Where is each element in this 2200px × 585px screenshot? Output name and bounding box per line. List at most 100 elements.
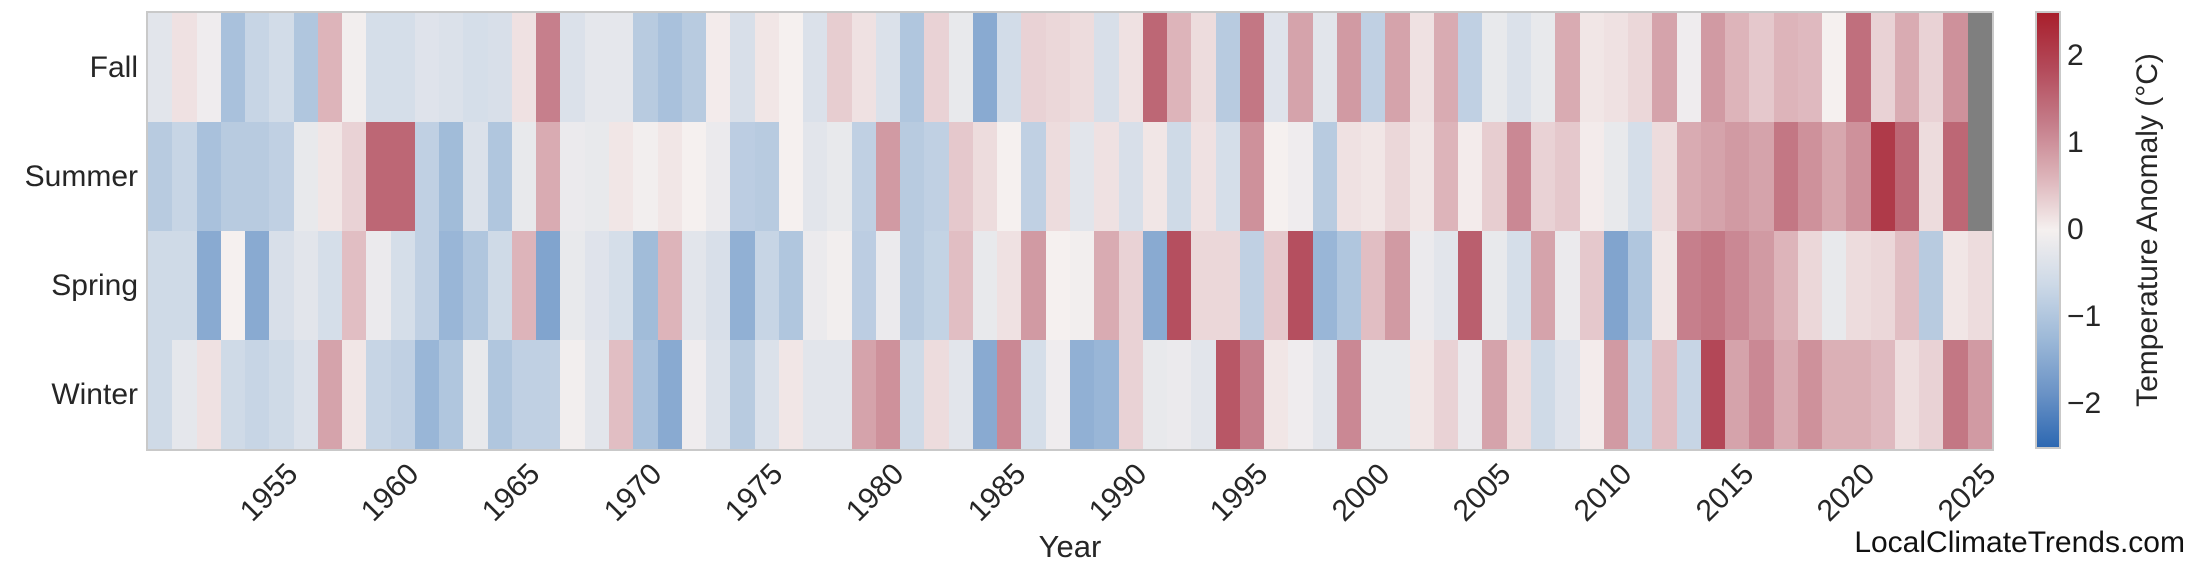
heatmap-cell (196, 340, 221, 449)
heatmap-cell (754, 231, 779, 340)
heatmap-cell (1555, 340, 1580, 449)
heatmap-cell (997, 13, 1022, 122)
heatmap-cell (609, 13, 634, 122)
heatmap-cell (366, 13, 391, 122)
heatmap-cell (1264, 122, 1289, 231)
heatmap-cell (657, 13, 682, 122)
heatmap-cell (1361, 122, 1386, 231)
heatmap-cell (342, 122, 367, 231)
x-tick-label-2000: 2000 (1325, 457, 1396, 528)
heatmap-cell (1676, 231, 1701, 340)
heatmap-cell (1361, 340, 1386, 449)
heatmap-cell (706, 13, 731, 122)
heatmap-cell (293, 122, 318, 231)
heatmap-cell (1822, 13, 1847, 122)
heatmap-cell (560, 340, 585, 449)
x-tick-label-2010: 2010 (1568, 457, 1639, 528)
heatmap-cell (875, 231, 901, 340)
heatmap-cell (778, 13, 804, 122)
x-tick-label-2005: 2005 (1446, 457, 1518, 528)
heatmap-cell (1967, 122, 1992, 231)
heatmap-cell (803, 231, 828, 340)
heatmap-cell (730, 231, 755, 340)
heatmap-cell (875, 13, 901, 122)
heatmap-cell (1943, 122, 1968, 231)
heatmap-cell (1288, 13, 1313, 122)
heatmap-cell (1409, 122, 1434, 231)
heatmap-cell (1142, 122, 1168, 231)
x-tick-label-1970: 1970 (597, 457, 669, 528)
heatmap-cell (148, 231, 173, 340)
heatmap-cell (875, 340, 901, 449)
heatmap-cell (803, 13, 828, 122)
heatmap-cell (463, 13, 488, 122)
heatmap-cell (1773, 122, 1798, 231)
heatmap-cell (1118, 122, 1143, 231)
heatmap-cell (1700, 340, 1726, 449)
colorbar-gradient (2035, 11, 2061, 449)
heatmap-cell (1167, 340, 1192, 449)
heatmap-cell (1894, 13, 1920, 122)
heatmap-cell (584, 231, 609, 340)
heatmap-cell (1603, 340, 1629, 449)
heatmap-cell (1919, 13, 1944, 122)
heatmap-cell (827, 13, 852, 122)
heatmap-cell (1094, 13, 1119, 122)
heatmap-cell (1652, 340, 1677, 449)
heatmap-cell (1846, 13, 1871, 122)
heatmap-cell (1385, 231, 1410, 340)
x-tick-label-1960: 1960 (354, 457, 426, 528)
heatmap-cell (1531, 13, 1556, 122)
heatmap-cell (1579, 13, 1604, 122)
heatmap-cell (997, 231, 1022, 340)
heatmap-cell (1579, 122, 1604, 231)
heatmap-cell (1094, 340, 1119, 449)
heatmap-cell (803, 122, 828, 231)
heatmap-cell (778, 122, 804, 231)
heatmap-cell (1458, 231, 1483, 340)
heatmap-cell (1482, 122, 1507, 231)
heatmap-cell (317, 340, 343, 449)
colorbar-tick-label--2: −2 (2067, 386, 2102, 420)
heatmap-cell (1725, 231, 1750, 340)
heatmap-cell (1919, 340, 1944, 449)
heatmap-cell (1336, 340, 1362, 449)
x-tick-label-1975: 1975 (718, 457, 790, 528)
heatmap-cell (681, 340, 707, 449)
heatmap-cell (633, 231, 658, 340)
heatmap-cell (1894, 340, 1920, 449)
heatmap-cell (463, 231, 488, 340)
heatmap-cell (1700, 13, 1726, 122)
heatmap-cell (1773, 231, 1798, 340)
heatmap-cell (1409, 13, 1434, 122)
x-tick-label-2015: 2015 (1689, 457, 1760, 528)
heatmap-cell (172, 340, 197, 449)
heatmap-cell (1215, 122, 1240, 231)
heatmap-cell (1070, 122, 1095, 231)
heatmap-cell (730, 122, 755, 231)
heatmap-cell (317, 231, 343, 340)
heatmap-cell (366, 231, 391, 340)
heatmap-cell (1458, 340, 1483, 449)
heatmap-cell (1312, 122, 1337, 231)
heatmap-cell (220, 340, 246, 449)
heatmap-cell (1142, 13, 1168, 122)
heatmap-cell (900, 231, 925, 340)
heatmap-cell (1433, 122, 1459, 231)
heatmap-cell (172, 122, 197, 231)
heatmap-cell (1870, 122, 1895, 231)
heatmap-cell (1409, 231, 1434, 340)
heatmap-cell (1458, 122, 1483, 231)
heatmap-cell (609, 231, 634, 340)
heatmap-cell (827, 122, 852, 231)
heatmap-cell (1652, 13, 1677, 122)
heatmap-cell (511, 340, 537, 449)
heatmap-cell (1312, 340, 1337, 449)
heatmap-cell (1943, 231, 1968, 340)
heatmap-cell (414, 340, 440, 449)
heatmap-cell (1506, 122, 1531, 231)
heatmap-cell (196, 122, 221, 231)
heatmap-cell (342, 231, 367, 340)
heatmap-cell (1846, 122, 1871, 231)
heatmap-cell (609, 122, 634, 231)
